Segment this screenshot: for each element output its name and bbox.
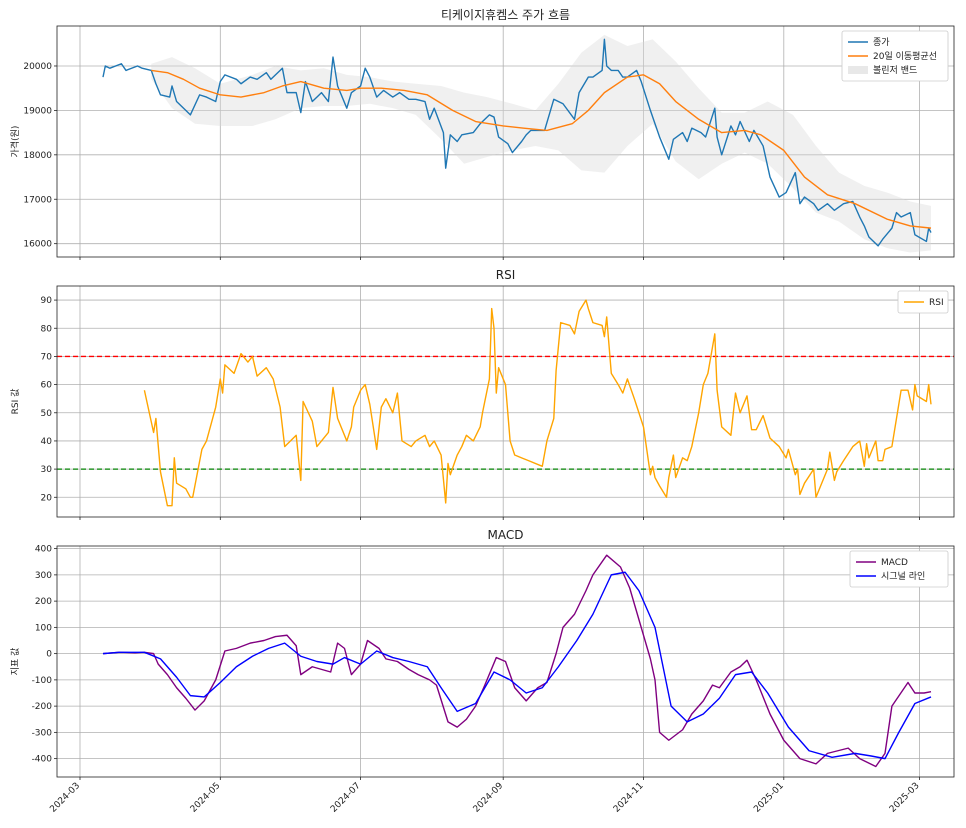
macd-series-시그널-라인 (102, 571, 932, 760)
price-ytick-label: 17000 (23, 195, 52, 205)
legend-swatch-볼린저-밴드 (848, 66, 868, 74)
rsi-ylabel: RSI 값 (9, 389, 21, 415)
legend-label-종가: 종가 (873, 37, 890, 48)
xtick-label: 2024-07 (329, 781, 363, 815)
rsi-ytick-label: 50 (41, 409, 53, 419)
xtick-label: 2025-03 (888, 781, 922, 815)
macd-legend-box (849, 550, 949, 588)
xtick-label: 2025-01 (752, 781, 786, 815)
xtick-label: 2024-09 (472, 781, 506, 815)
macd-ytick-label: 300 (35, 571, 52, 581)
price-ytick-label: 18000 (23, 151, 52, 161)
legend-label-20일-이동평균선: 20일 이동평균선 (873, 51, 937, 62)
macd-series-macd (102, 554, 932, 768)
macd-ytick-label: -100 (32, 676, 53, 686)
rsi-legend: RSI (897, 290, 949, 314)
rsi-panel: 20 30 40 50 60 70 80 90 RSI RSI 값 RSI (9, 268, 955, 520)
price-title: 티케이지휴켐스 주가 흐름 (441, 8, 570, 22)
legend-label-볼린저-밴드: 볼린저 밴드 (873, 65, 917, 76)
price-ylabel: 가격(원) (9, 126, 21, 158)
rsi-ytick-label: 20 (41, 493, 53, 503)
price-legend-box (841, 30, 949, 82)
macd-ytick-label: -300 (32, 728, 53, 738)
macd-panel: -400 -300 -200 -100 0 100 200 300 400 MACD 지표 값 MAC… (9, 528, 955, 780)
macd-ytick-label: 0 (46, 650, 52, 660)
rsi-ytick-label: 30 (41, 465, 53, 475)
macd-ytick-label: -400 (32, 755, 53, 765)
xtick-label: 2024-03 (48, 781, 82, 815)
rsi-ytick-label: 70 (41, 352, 53, 362)
xtick-label: 2024-11 (612, 781, 646, 815)
rsi-title: RSI (496, 268, 516, 282)
rsi-series-rsi (143, 299, 932, 507)
rsi-ytick-label: 90 (41, 296, 53, 306)
macd-ytick-label: 400 (35, 545, 52, 555)
bollinger-band (151, 34, 932, 253)
rsi-ytick-label: 80 (41, 324, 53, 334)
macd-ylabel: 지표 값 (9, 648, 21, 676)
macd-axes-frame (56, 545, 955, 778)
price-series-종가 (102, 38, 932, 247)
legend-label-rsi: RSI (929, 298, 944, 308)
macd-ytick-label: 200 (35, 597, 52, 607)
rsi-ytick-label: 40 (41, 437, 53, 447)
legend-label-macd: MACD (881, 558, 908, 568)
price-ytick-label: 20000 (23, 62, 52, 72)
macd-legend: MACD 시그널 라인 (849, 550, 949, 588)
legend-label-시그널-라인: 시그널 라인 (881, 571, 925, 582)
xtick-label: 2024-05 (189, 781, 223, 815)
price-panel: 16000 17000 18000 19000 20000 티케이지휴켐스 주가 흐름가격… (9, 8, 955, 260)
price-ytick-label: 16000 (23, 240, 52, 250)
price-series-20일-이동평균선 (151, 69, 932, 229)
price-ytick-label: 19000 (23, 106, 52, 116)
price-axes-frame (56, 25, 955, 258)
macd-title: MACD (488, 528, 524, 542)
macd-ytick-label: 100 (35, 623, 52, 633)
rsi-axes-frame (56, 285, 955, 518)
rsi-ytick-label: 60 (41, 381, 53, 391)
macd-ytick-label: -200 (32, 702, 53, 712)
